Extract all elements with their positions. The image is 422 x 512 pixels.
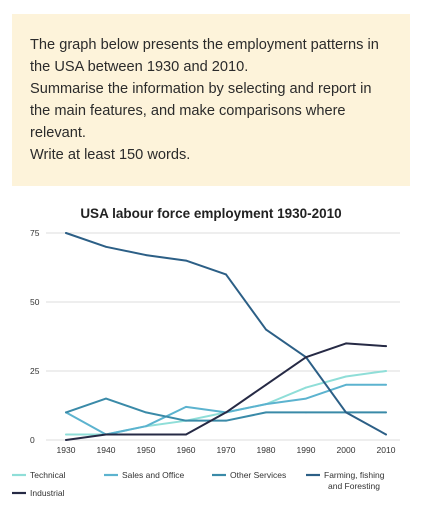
data-point	[265, 411, 267, 414]
series-line-4	[65, 342, 387, 441]
data-point	[185, 259, 187, 262]
data-point	[305, 411, 307, 414]
x-tick-label: 1970	[217, 445, 236, 455]
legend-label: Sales and Office	[122, 470, 184, 480]
legend-label: and Foresting	[328, 481, 380, 491]
y-tick-label: 25	[30, 366, 40, 376]
data-point	[385, 345, 387, 348]
series-layer	[65, 232, 387, 441]
data-point	[145, 411, 147, 414]
grid-layer	[46, 232, 400, 441]
series-line-3	[65, 232, 387, 436]
x-tick-label: 2010	[377, 445, 396, 455]
data-point	[345, 342, 347, 345]
legend-label: Industrial	[30, 488, 65, 498]
legend-label: Technical	[30, 470, 66, 480]
data-point	[265, 328, 267, 331]
data-point	[105, 397, 107, 400]
x-tick-label: 1940	[97, 445, 116, 455]
x-axis-ticks: 1930 1940 1950 1960 1970 1980 1990 2000 2010	[57, 445, 396, 455]
data-point	[65, 232, 67, 234]
data-point	[65, 439, 67, 441]
data-point	[185, 405, 187, 408]
x-tick-label: 1980	[257, 445, 276, 455]
data-point	[305, 356, 307, 359]
data-point	[305, 397, 307, 400]
chart-canvas: 0 25 50 75 1930 1940 1950 1960 1970 1980 1990 2000…	[12, 228, 400, 498]
x-tick-label: 1950	[137, 445, 156, 455]
y-tick-label: 0	[30, 435, 35, 445]
data-point	[65, 433, 67, 436]
x-tick-label: 1990	[297, 445, 316, 455]
x-tick-label: 1960	[177, 445, 196, 455]
data-point	[385, 370, 387, 372]
data-point	[225, 411, 227, 414]
data-point	[185, 419, 187, 422]
data-point	[145, 254, 147, 256]
y-tick-label: 75	[30, 228, 40, 238]
data-point	[145, 425, 147, 428]
data-point	[145, 433, 147, 436]
legend: Technical Sales and Office Other Services F…	[12, 470, 385, 498]
data-point	[225, 419, 227, 422]
data-point	[225, 273, 227, 276]
y-axis-ticks: 0 25 50 75	[30, 228, 40, 445]
legend-label: Farming, fishing	[324, 470, 385, 480]
series-line-1	[65, 383, 387, 436]
task-line-3: Write at least 150 words.	[30, 147, 191, 163]
line-chart: USA labour force employment 1930-2010 0 2…	[0, 196, 422, 512]
legend-label: Other Services	[230, 470, 286, 480]
data-point	[105, 433, 107, 436]
task-line-2: Summarise the information by selecting a…	[30, 81, 372, 141]
data-point	[185, 433, 187, 436]
data-point	[265, 403, 267, 406]
x-tick-label: 2000	[337, 445, 356, 455]
data-point	[265, 383, 267, 386]
task-instructions: The graph below presents the employment …	[12, 14, 410, 186]
data-point	[305, 386, 307, 389]
x-tick-label: 1930	[57, 445, 76, 455]
data-point	[385, 433, 387, 436]
data-point	[345, 411, 347, 414]
task-line-1: The graph below presents the employment …	[30, 37, 379, 75]
data-point	[65, 411, 67, 414]
data-point	[345, 383, 347, 386]
y-tick-label: 50	[30, 297, 40, 307]
data-point	[345, 375, 347, 378]
data-point	[385, 383, 387, 386]
data-point	[105, 245, 107, 248]
data-point	[385, 411, 387, 414]
chart-title: USA labour force employment 1930-2010	[80, 206, 342, 221]
